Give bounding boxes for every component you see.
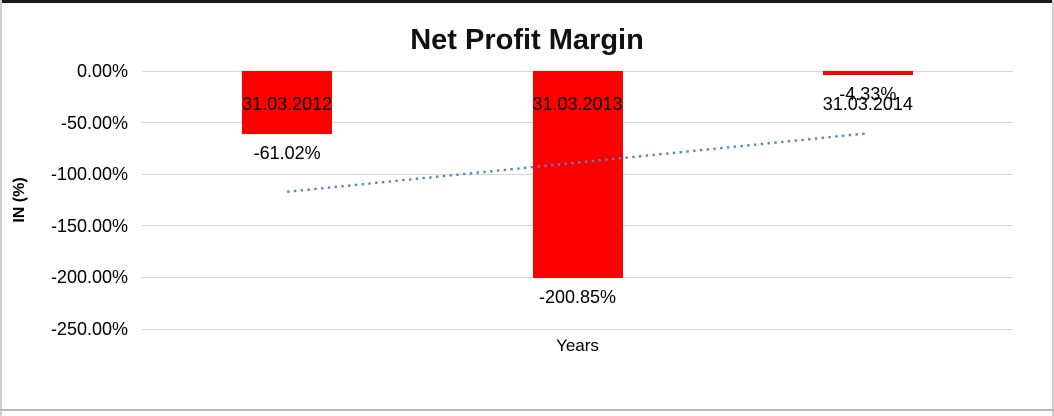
- chart-title: Net Profit Margin: [410, 24, 644, 56]
- y-axis-tick-label: 0.00%: [76, 61, 128, 81]
- bar-31.03.2012: [242, 71, 333, 134]
- y-axis-tick-label: -150.00%: [50, 215, 128, 236]
- y-axis-tick-label: -200.00%: [50, 267, 128, 288]
- data-label: -61.02%: [253, 142, 321, 163]
- frame-top-border: [0, 0, 1054, 3]
- frame-right-border: [1052, 0, 1054, 416]
- frame-left-border: [0, 0, 2, 416]
- gridline: [142, 328, 1013, 330]
- category-label: 31.03.2013: [532, 94, 623, 114]
- y-axis-tick-label: -100.00%: [50, 164, 128, 185]
- category-label: 31.03.2014: [822, 94, 913, 114]
- y-axis-tick-label: -50.00%: [60, 112, 128, 133]
- bar-31.03.2014: [822, 71, 913, 76]
- frame-bottom-border: [0, 409, 1054, 411]
- category-label: 31.03.2012: [242, 94, 333, 114]
- y-axis-tick-label: -250.00%: [50, 319, 128, 339]
- data-label: -4.33%: [839, 84, 897, 105]
- x-axis-title: Years: [556, 336, 599, 355]
- data-label: -200.85%: [538, 287, 617, 308]
